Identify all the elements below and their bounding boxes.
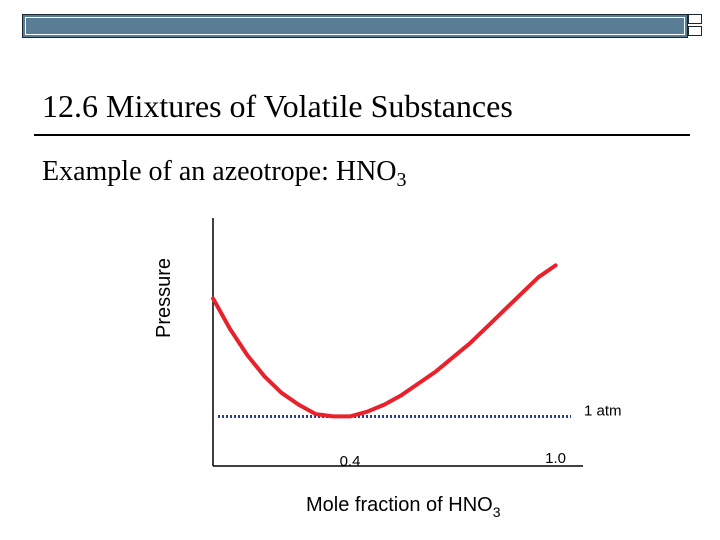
reference-line-label: 1 atm <box>584 402 622 419</box>
slide-subtitle: Example of an azeotrope: HNO3 <box>42 156 407 192</box>
top-decor-bar <box>22 14 688 38</box>
slide-title: 12.6 Mixtures of Volatile Substances <box>42 88 513 124</box>
subtitle-text: Example of an azeotrope: HNO <box>42 156 397 187</box>
pressure-curve <box>211 263 558 419</box>
subtitle-subscript: 3 <box>396 169 407 191</box>
corner-decor-squares <box>688 14 706 40</box>
x-axis-label-text: Mole fraction of HNO <box>306 494 493 516</box>
x-tick-label: 1.0 <box>545 450 566 467</box>
x-tick-label: 0.4 <box>340 453 361 470</box>
x-axis-label-subscript: 3 <box>492 504 501 520</box>
title-divider <box>34 134 690 136</box>
x-axis-label: Mole fraction of HNO3 <box>306 494 501 520</box>
y-axis-label: Pressure <box>153 258 175 338</box>
